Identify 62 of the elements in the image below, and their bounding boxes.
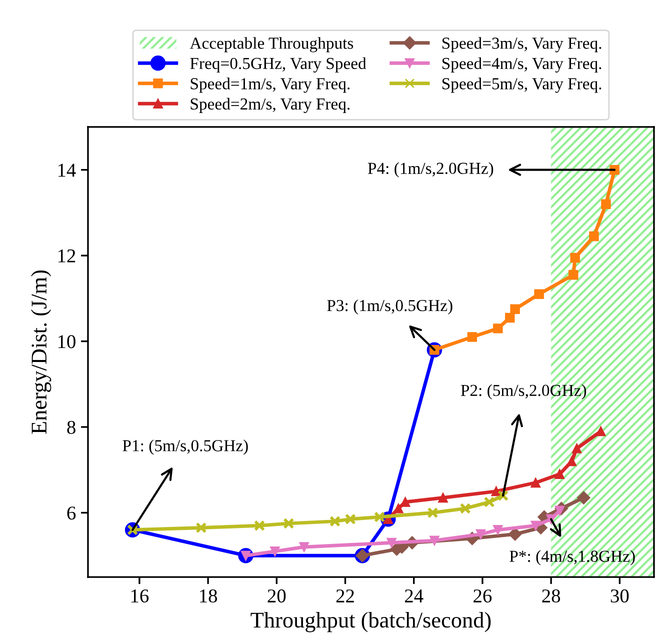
point bbox=[510, 304, 520, 314]
point bbox=[476, 529, 486, 540]
point bbox=[329, 516, 341, 527]
x-tick-label: 30 bbox=[610, 589, 629, 603]
point bbox=[589, 231, 599, 242]
point bbox=[270, 546, 280, 556]
y-tick-label: 8 bbox=[67, 420, 76, 434]
point bbox=[577, 491, 590, 504]
y-axis-title: Energy/Dist. (J/m) bbox=[30, 270, 52, 434]
point bbox=[530, 520, 540, 530]
point bbox=[386, 538, 396, 548]
point bbox=[374, 511, 386, 523]
annotation: P*: (4m/s,1.8GHz) bbox=[510, 550, 635, 566]
point bbox=[572, 444, 582, 454]
point bbox=[505, 312, 515, 323]
point bbox=[566, 456, 577, 466]
x-tick-label: 18 bbox=[200, 589, 218, 603]
point bbox=[554, 469, 565, 480]
y-tick-label: 6 bbox=[67, 506, 76, 520]
point bbox=[601, 199, 611, 209]
annotation: P1: (5m/s,0.5GHz) bbox=[122, 440, 248, 455]
point bbox=[568, 270, 578, 280]
x-tick-label: 24 bbox=[404, 589, 424, 602]
point bbox=[394, 504, 404, 514]
point bbox=[427, 507, 438, 518]
point bbox=[493, 324, 503, 334]
annotation: P3: (1m/s,0.5GHz) bbox=[327, 299, 452, 315]
point bbox=[491, 486, 502, 496]
point bbox=[438, 492, 448, 503]
point bbox=[596, 426, 606, 436]
point bbox=[467, 332, 478, 342]
point bbox=[534, 289, 544, 299]
point bbox=[484, 496, 495, 508]
legend-label: Acceptable Throughputs bbox=[190, 37, 354, 52]
annotation: P2: (5m/s,2.0GHz) bbox=[460, 384, 586, 400]
point bbox=[570, 252, 580, 263]
x-tick-label: 22 bbox=[336, 589, 354, 602]
point bbox=[430, 536, 440, 546]
point bbox=[254, 520, 266, 532]
y-tick-label: 14 bbox=[58, 164, 76, 177]
point bbox=[460, 502, 471, 514]
point bbox=[530, 478, 540, 488]
point bbox=[344, 514, 356, 525]
point bbox=[283, 518, 294, 530]
point bbox=[299, 542, 309, 552]
x-tick-label: 20 bbox=[268, 589, 286, 603]
annotation: P4: (1m/s,2.0GHz) bbox=[368, 162, 494, 178]
legend-label: Speed=3m/s, Vary Freq. bbox=[442, 37, 602, 52]
point bbox=[493, 525, 503, 535]
x-tick-label: 26 bbox=[474, 589, 492, 603]
point bbox=[196, 522, 207, 534]
x-tick-label: 16 bbox=[131, 589, 149, 603]
x-axis-title: Throughput (batch/second) bbox=[250, 612, 491, 632]
legend-label: Speed=5m/s, Vary Freq. bbox=[442, 78, 602, 93]
legend-label: Freq=0.5GHz, Vary Speed bbox=[190, 57, 366, 73]
legend-label: Speed=2m/s, Vary Freq. bbox=[190, 98, 350, 114]
legend-label: Speed=1m/s, Vary Freq. bbox=[190, 78, 350, 93]
y-tick-label: 12 bbox=[58, 249, 76, 262]
legend-label: Speed=4m/s, Vary Freq. bbox=[442, 57, 602, 73]
point bbox=[508, 528, 522, 541]
x-tick-label: 28 bbox=[542, 589, 560, 603]
y-tick-label: 10 bbox=[58, 335, 76, 348]
